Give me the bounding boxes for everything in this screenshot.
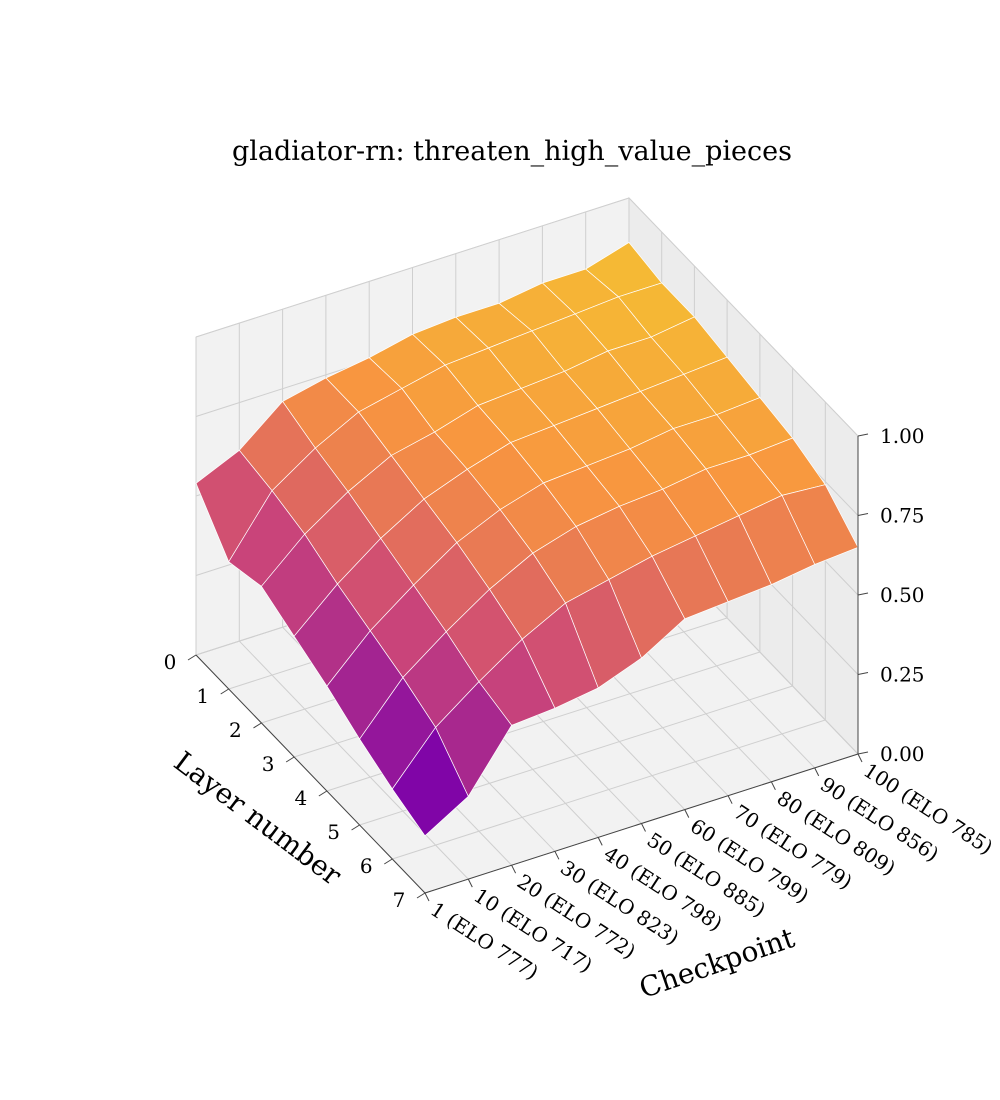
layer-tick-label: 7 (393, 888, 406, 912)
checkpoint-tick (727, 795, 733, 804)
surface-mesh (195, 242, 859, 837)
checkpoint-tick (511, 864, 517, 874)
layer-tick (318, 790, 328, 797)
value-gridline (195, 197, 859, 437)
value-tick (857, 433, 869, 437)
chart-title: gladiator-rn: threaten_high_value_pieces (232, 136, 792, 167)
checkpoint-tick (467, 878, 473, 888)
surface-face (391, 726, 469, 837)
value-tick-label: 0.00 (880, 742, 925, 766)
layer-tick (253, 722, 262, 729)
layer-tick (351, 824, 360, 831)
checkpoint-tick (641, 823, 646, 832)
layer-tick (285, 756, 295, 763)
value-tick-label: 0.50 (880, 583, 925, 607)
value-tick-label: 1.00 (880, 424, 925, 448)
value-tick (857, 672, 869, 675)
value-tick-label: 0.75 (880, 504, 925, 528)
checkpoint-tick (597, 837, 603, 846)
layer-tick-label: 0 (164, 650, 177, 674)
layer-tick (220, 688, 229, 695)
checkpoint-tick (857, 753, 863, 763)
checkpoint-tick (424, 892, 430, 902)
layer-tick-label: 3 (262, 752, 275, 776)
checkpoint-tick (554, 851, 560, 860)
value-tick-label: 0.25 (880, 663, 925, 687)
layer-tick-label: 5 (327, 820, 340, 844)
layer-tick (187, 654, 197, 661)
value-tick (857, 751, 869, 755)
floor-axis-lines (195, 654, 859, 894)
layer-tick-label: 4 (294, 786, 307, 810)
value-tick (857, 592, 869, 596)
layer-tick (384, 858, 393, 865)
layer-tick (416, 892, 426, 899)
checkpoint-tick (770, 781, 776, 791)
layer-tick-label: 1 (196, 684, 209, 708)
value-tick (857, 513, 869, 516)
layer-tick-label: 2 (229, 718, 242, 742)
layer-tick-label: 6 (360, 854, 373, 878)
checkpoint-tick (684, 809, 690, 818)
checkpoint-tick (814, 767, 820, 777)
